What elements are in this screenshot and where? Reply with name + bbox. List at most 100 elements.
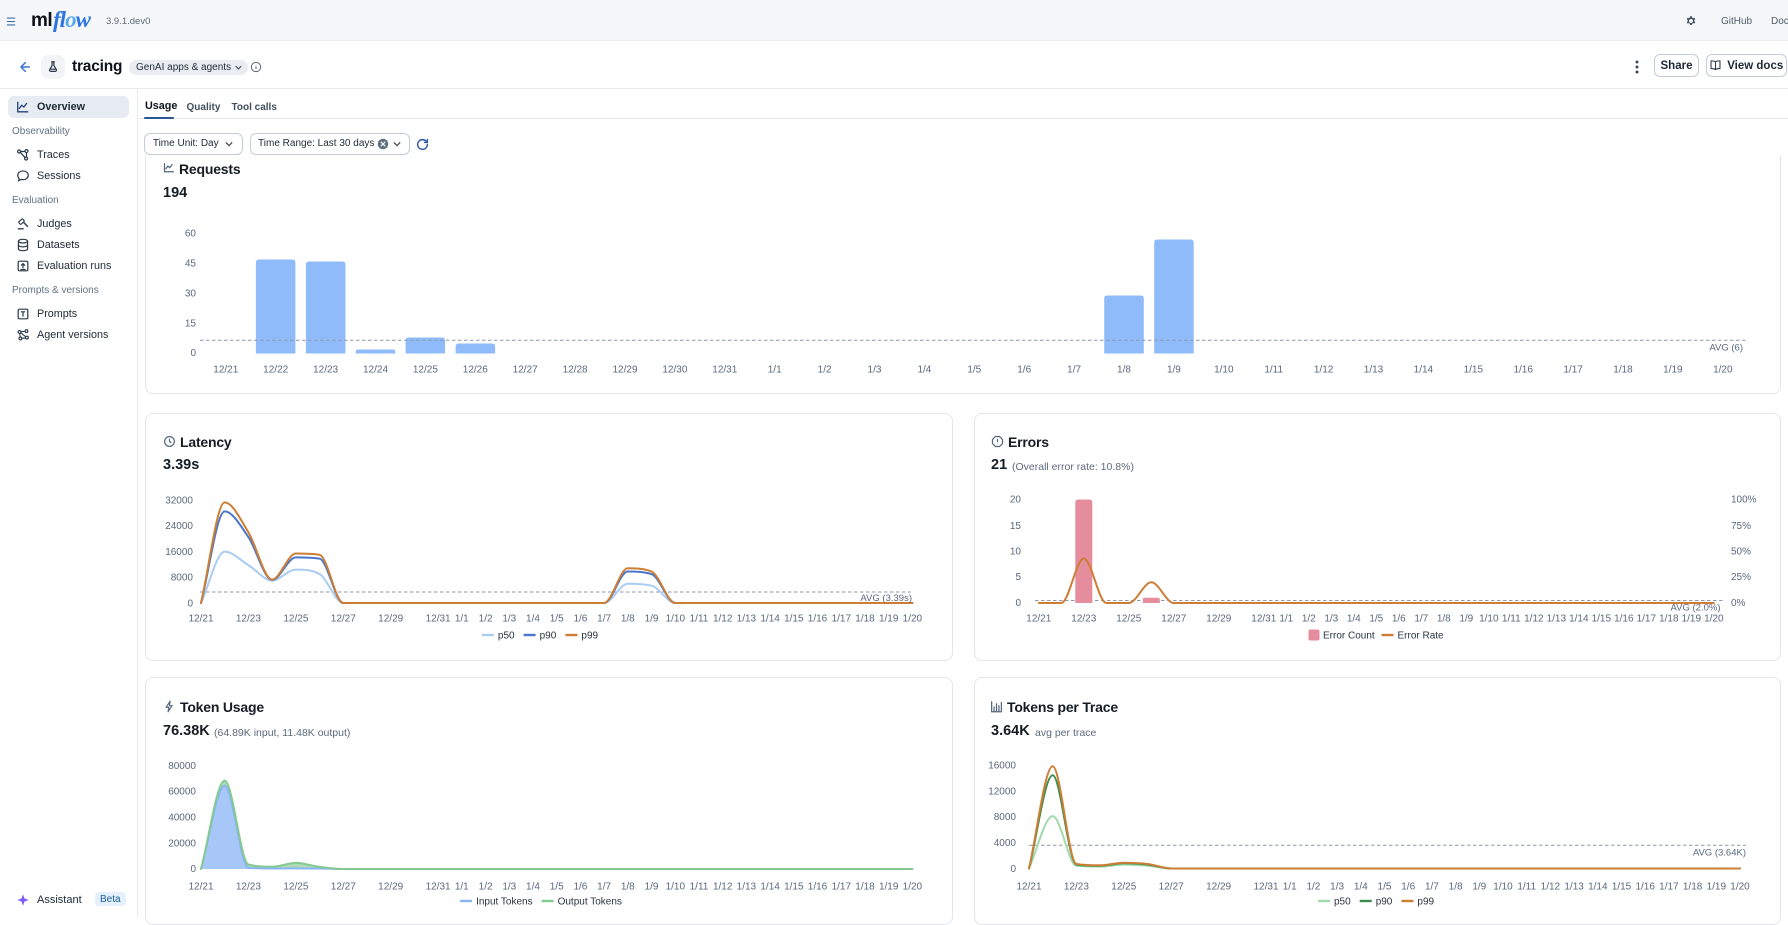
svg-text:1/9: 1/9 bbox=[1472, 882, 1486, 893]
svg-text:1/12: 1/12 bbox=[713, 882, 733, 893]
svg-text:16000: 16000 bbox=[165, 547, 193, 558]
svg-text:1/6: 1/6 bbox=[1017, 365, 1031, 376]
svg-text:Error Rate: Error Rate bbox=[1398, 631, 1445, 642]
svg-text:1/16: 1/16 bbox=[808, 882, 828, 893]
svg-text:1/9: 1/9 bbox=[645, 614, 659, 625]
svg-text:1/20: 1/20 bbox=[1713, 365, 1733, 376]
svg-text:30: 30 bbox=[185, 289, 197, 300]
svg-text:12/29: 12/29 bbox=[1206, 614, 1231, 625]
svg-text:1/7: 1/7 bbox=[597, 614, 611, 625]
svg-text:12/28: 12/28 bbox=[563, 365, 588, 376]
svg-text:1/19: 1/19 bbox=[1707, 882, 1727, 893]
svg-text:1/10: 1/10 bbox=[666, 882, 686, 893]
svg-text:1/19: 1/19 bbox=[1682, 614, 1702, 625]
svg-text:12/31: 12/31 bbox=[712, 365, 737, 376]
svg-text:24000: 24000 bbox=[165, 521, 193, 532]
svg-text:AVG (6): AVG (6) bbox=[1709, 343, 1743, 354]
svg-text:1/11: 1/11 bbox=[1517, 882, 1536, 893]
svg-text:1/9: 1/9 bbox=[1459, 614, 1473, 625]
svg-text:12/22: 12/22 bbox=[263, 365, 288, 376]
svg-text:1/13: 1/13 bbox=[737, 882, 757, 893]
svg-text:60: 60 bbox=[185, 229, 197, 240]
svg-text:12/27: 12/27 bbox=[1159, 882, 1184, 893]
svg-text:1/8: 1/8 bbox=[621, 614, 635, 625]
svg-text:1/18: 1/18 bbox=[1659, 614, 1679, 625]
svg-text:AVG (3.64K): AVG (3.64K) bbox=[1693, 848, 1746, 859]
svg-text:1/9: 1/9 bbox=[1167, 365, 1181, 376]
svg-text:1/2: 1/2 bbox=[479, 614, 493, 625]
svg-text:1/8: 1/8 bbox=[1449, 882, 1463, 893]
svg-text:12/31: 12/31 bbox=[1251, 614, 1276, 625]
svg-text:1/5: 1/5 bbox=[550, 614, 564, 625]
svg-text:1/7: 1/7 bbox=[1425, 882, 1439, 893]
svg-text:1/14: 1/14 bbox=[1569, 614, 1589, 625]
svg-text:1/20: 1/20 bbox=[1730, 882, 1750, 893]
svg-text:p90: p90 bbox=[1376, 897, 1393, 908]
svg-text:12/27: 12/27 bbox=[331, 614, 356, 625]
svg-text:1/16: 1/16 bbox=[808, 614, 828, 625]
svg-text:1/6: 1/6 bbox=[1401, 882, 1415, 893]
svg-text:1/18: 1/18 bbox=[1683, 882, 1703, 893]
svg-text:1/16: 1/16 bbox=[1635, 882, 1655, 893]
svg-text:12000: 12000 bbox=[988, 786, 1016, 797]
svg-text:1/2: 1/2 bbox=[818, 365, 832, 376]
svg-text:0: 0 bbox=[1015, 598, 1021, 609]
svg-text:1/17: 1/17 bbox=[1637, 614, 1657, 625]
svg-text:40000: 40000 bbox=[168, 813, 196, 824]
svg-text:1/1: 1/1 bbox=[1283, 882, 1297, 893]
svg-text:12/29: 12/29 bbox=[1206, 882, 1231, 893]
svg-text:32000: 32000 bbox=[165, 496, 193, 507]
svg-text:100%: 100% bbox=[1731, 495, 1757, 506]
svg-text:12/27: 12/27 bbox=[331, 882, 356, 893]
svg-text:1/10: 1/10 bbox=[1493, 882, 1513, 893]
svg-text:1/4: 1/4 bbox=[1347, 614, 1361, 625]
svg-text:1/10: 1/10 bbox=[666, 614, 686, 625]
svg-text:1/3: 1/3 bbox=[502, 614, 516, 625]
svg-text:1/1: 1/1 bbox=[768, 365, 782, 376]
svg-text:p99: p99 bbox=[1417, 897, 1434, 908]
svg-text:12/29: 12/29 bbox=[378, 882, 403, 893]
svg-text:12/23: 12/23 bbox=[313, 365, 338, 376]
svg-text:12/23: 12/23 bbox=[236, 614, 261, 625]
svg-text:1/1: 1/1 bbox=[455, 614, 469, 625]
svg-text:12/21: 12/21 bbox=[188, 882, 213, 893]
svg-text:80000: 80000 bbox=[168, 761, 196, 772]
svg-text:1/12: 1/12 bbox=[1524, 614, 1544, 625]
svg-text:1/13: 1/13 bbox=[1564, 882, 1584, 893]
svg-text:1/9: 1/9 bbox=[645, 882, 659, 893]
svg-text:12/21: 12/21 bbox=[188, 614, 213, 625]
svg-text:1/17: 1/17 bbox=[832, 882, 852, 893]
svg-text:5: 5 bbox=[1015, 572, 1021, 583]
svg-text:0: 0 bbox=[187, 598, 193, 609]
svg-text:1/7: 1/7 bbox=[1067, 365, 1081, 376]
svg-text:8000: 8000 bbox=[171, 573, 194, 584]
svg-text:1/3: 1/3 bbox=[1324, 614, 1338, 625]
svg-text:1/19: 1/19 bbox=[1663, 365, 1683, 376]
svg-text:1/14: 1/14 bbox=[760, 882, 780, 893]
svg-text:1/19: 1/19 bbox=[879, 882, 899, 893]
svg-text:1/12: 1/12 bbox=[1314, 365, 1334, 376]
svg-text:1/18: 1/18 bbox=[855, 882, 875, 893]
svg-text:50%: 50% bbox=[1731, 547, 1751, 558]
svg-text:12/31: 12/31 bbox=[426, 614, 451, 625]
svg-text:0: 0 bbox=[190, 864, 196, 875]
svg-text:1/4: 1/4 bbox=[526, 614, 540, 625]
svg-text:AVG (2.0%): AVG (2.0%) bbox=[1671, 603, 1721, 614]
svg-text:12/26: 12/26 bbox=[463, 365, 488, 376]
svg-text:1/4: 1/4 bbox=[1354, 882, 1368, 893]
svg-text:1/14: 1/14 bbox=[760, 614, 780, 625]
svg-text:15: 15 bbox=[185, 319, 197, 330]
svg-text:1/6: 1/6 bbox=[573, 614, 587, 625]
svg-text:1/6: 1/6 bbox=[1392, 614, 1406, 625]
svg-text:1/16: 1/16 bbox=[1513, 365, 1533, 376]
svg-text:p99: p99 bbox=[581, 631, 598, 642]
svg-text:1/2: 1/2 bbox=[1306, 882, 1320, 893]
svg-text:4000: 4000 bbox=[994, 838, 1017, 849]
svg-text:1/18: 1/18 bbox=[1613, 365, 1633, 376]
svg-text:1/17: 1/17 bbox=[832, 614, 852, 625]
svg-text:12/30: 12/30 bbox=[662, 365, 687, 376]
svg-text:Input Tokens: Input Tokens bbox=[476, 897, 533, 908]
svg-text:0: 0 bbox=[190, 348, 196, 359]
svg-text:p90: p90 bbox=[540, 631, 557, 642]
svg-text:1/6: 1/6 bbox=[573, 882, 587, 893]
